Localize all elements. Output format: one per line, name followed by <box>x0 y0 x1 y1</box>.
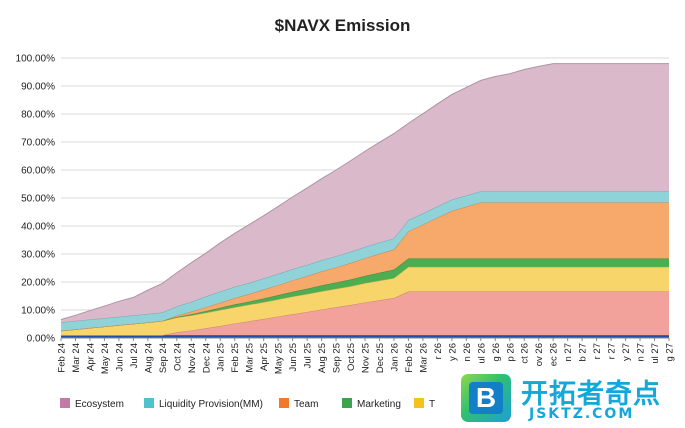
legend-label: Team <box>294 399 318 410</box>
x-tick-label: Nov 24 <box>187 343 198 373</box>
x-tick-label: Aug 25 <box>317 343 328 373</box>
axes: 0.00% 10.00% 20.00% 30.00% 40.00% 50.00% 60.00… <box>16 54 676 375</box>
x-tick-label: Jan 26 <box>389 343 400 372</box>
x-tick-label: r 27 <box>592 343 603 359</box>
x-tick-label: Apr 25 <box>259 343 270 371</box>
legend-label: Ecosystem <box>75 399 124 410</box>
x-tick-label: Oct 24 <box>172 343 183 371</box>
watermark-url: JSKTZ.COM <box>529 406 635 422</box>
legend-label: Liquidity Provision(MM) <box>159 399 263 410</box>
y-tick-label: 80.00% <box>21 110 55 121</box>
x-tick-label: n 26 <box>462 343 473 362</box>
x-tick-label: n 27 <box>636 343 647 362</box>
y-tick-label: 30.00% <box>21 250 55 261</box>
x-tick-label: Mar 24 <box>71 343 82 373</box>
x-tick-label: ul 27 <box>650 343 661 364</box>
area-series-0 <box>61 335 669 338</box>
x-tick-label: Oct 25 <box>346 343 357 371</box>
x-tick-label: Feb 24 <box>57 343 68 373</box>
legend-swatch <box>60 398 70 408</box>
y-tick-label: 40.00% <box>21 222 55 233</box>
y-tick-label: 60.00% <box>21 166 55 177</box>
x-tick-label: ov 26 <box>534 343 545 366</box>
x-tick-label: Sep 24 <box>158 343 169 373</box>
area-series-3 <box>61 258 669 331</box>
x-tick-label: n 27 <box>563 343 574 362</box>
x-tick-label: Jan 25 <box>216 343 227 372</box>
x-tick-label: b 27 <box>578 343 589 362</box>
x-tick-label: Dec 24 <box>201 343 212 373</box>
x-tick-label: Dec 25 <box>375 343 386 373</box>
x-tick-label: ul 26 <box>476 343 487 364</box>
y-tick-label: 0.00% <box>27 334 55 345</box>
x-tick-label: y 27 <box>621 343 632 361</box>
series-line-6 <box>60 63 669 321</box>
x-tick-label: Jul 25 <box>303 343 314 368</box>
x-tick-label: g 26 <box>491 343 502 362</box>
y-tick-label: 10.00% <box>21 306 55 317</box>
legend-swatch <box>279 398 289 408</box>
x-tick-label: r 27 <box>607 343 618 359</box>
x-tick-label: Feb 25 <box>230 343 241 373</box>
x-tick-label: Jun 25 <box>288 343 299 372</box>
y-tick-label: 90.00% <box>21 82 55 93</box>
x-tick-label: May 24 <box>100 343 111 374</box>
watermark: B 开拓者奇点 JSKTZ.COM <box>455 372 681 428</box>
legend-label: Marketing <box>357 399 401 410</box>
legend-swatch <box>144 398 154 408</box>
watermark-logo-icon: B <box>461 374 511 422</box>
area-series-group <box>60 63 669 338</box>
area-series-5 <box>61 191 669 331</box>
y-tick-label: 100.00% <box>16 54 56 65</box>
area-series-1 <box>61 291 669 336</box>
x-tick-label: ec 26 <box>549 343 560 366</box>
x-tick-label: g 27 <box>665 343 676 362</box>
x-tick-label: Mar 26 <box>418 343 429 373</box>
x-tick-label: Jul 24 <box>129 343 140 368</box>
y-tick-label: 20.00% <box>21 278 55 289</box>
watermark-logo-letter: B <box>469 382 503 414</box>
legend-swatch <box>414 398 424 408</box>
x-tick-label: Nov 25 <box>361 343 372 373</box>
watermark-name: 开拓者奇点 <box>521 379 661 410</box>
x-tick-label: Apr 24 <box>85 343 96 371</box>
area-series-2 <box>61 266 669 336</box>
x-tick-label: Feb 26 <box>404 343 415 373</box>
x-tick-label: May 25 <box>274 343 285 374</box>
area-series-4 <box>61 202 669 331</box>
area-series-6 <box>61 63 669 323</box>
y-tick-label: 50.00% <box>21 194 55 205</box>
x-tick-label: Sep 25 <box>332 343 343 373</box>
x-tick-label: Jun 24 <box>114 343 125 372</box>
x-tick-label: r 26 <box>433 343 444 359</box>
legend-label: T <box>429 399 435 410</box>
y-tick-label: 70.00% <box>21 138 55 149</box>
x-tick-label: Aug 24 <box>143 343 154 373</box>
x-tick-label: ct 26 <box>520 343 531 364</box>
x-tick-label: Mar 25 <box>245 343 256 373</box>
chart-title: $NAVX Emission <box>274 16 411 35</box>
x-tick-label: y 26 <box>447 343 458 361</box>
legend: Ecosystem Liquidity Provision(MM) Team Mark… <box>60 398 435 410</box>
x-tick-label: p 26 <box>505 343 516 362</box>
legend-swatch <box>342 398 352 408</box>
